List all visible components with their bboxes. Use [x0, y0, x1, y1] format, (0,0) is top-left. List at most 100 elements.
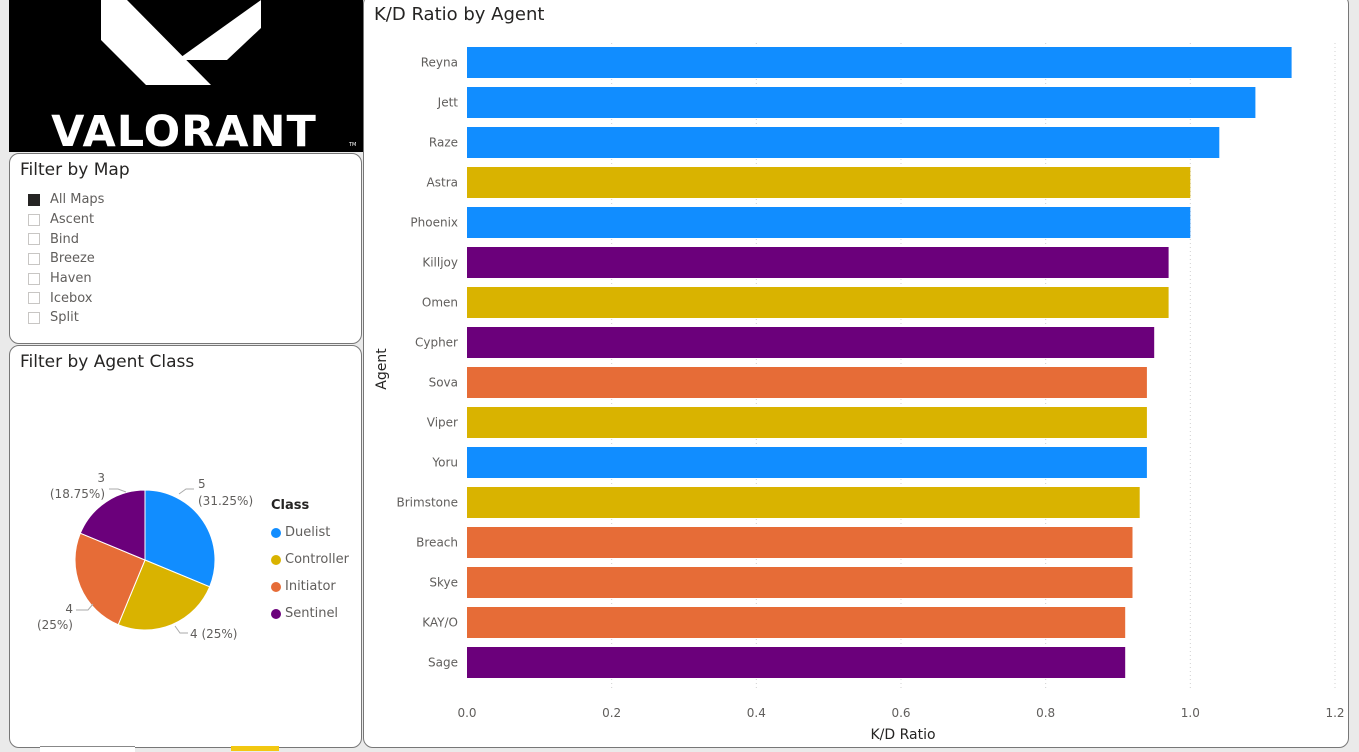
chart-title: K/D Ratio by Agent — [374, 4, 544, 25]
legend-label: Duelist — [285, 525, 331, 540]
map-option-label: All Maps — [50, 192, 105, 208]
map-option-all-maps[interactable]: All Maps — [28, 190, 104, 210]
map-option-label: Bind — [50, 231, 80, 247]
page-tab-active[interactable] — [231, 746, 279, 751]
map-option-checkbox[interactable] — [28, 252, 40, 265]
y-tick-label: Jett — [437, 96, 459, 110]
logo-tm: TM — [348, 142, 356, 148]
map-option-checkbox[interactable] — [28, 213, 40, 226]
legend-label: Initiator — [285, 579, 336, 594]
pie-leader-line — [174, 625, 188, 634]
pie-slice-controller[interactable] — [117, 559, 211, 631]
bar-astra[interactable] — [467, 167, 1191, 198]
legend-item-controller[interactable]: Controller — [271, 546, 349, 573]
map-option-checkbox[interactable] — [28, 233, 40, 246]
bar-reyna[interactable] — [467, 47, 1292, 78]
bar-yoru[interactable] — [467, 447, 1147, 478]
pie-slice-initiator[interactable] — [74, 532, 146, 626]
pie-leader-line — [76, 603, 94, 611]
class-filter-card: Filter by Agent Class 5 (31.25%) 4 (25%) 4 (… — [9, 345, 362, 748]
x-tick-label: 0.2 — [602, 706, 621, 720]
map-option-breeze[interactable]: Breeze — [28, 249, 104, 269]
bar-jett[interactable] — [467, 87, 1256, 118]
legend-item-sentinel[interactable]: Sentinel — [271, 600, 349, 627]
y-tick-label: Reyna — [421, 56, 458, 70]
map-option-ascent[interactable]: Ascent — [28, 210, 104, 230]
bar-brimstone[interactable] — [467, 487, 1140, 518]
bar-killjoy[interactable] — [467, 247, 1169, 278]
legend-label: Controller — [285, 552, 349, 567]
legend-item-duelist[interactable]: Duelist — [271, 519, 349, 546]
valorant-logo-mark: VALORANT TM — [51, 0, 356, 152]
bar-sova[interactable] — [467, 367, 1147, 398]
y-tick-label: Brimstone — [397, 496, 458, 510]
y-tick-label: Skye — [429, 576, 458, 590]
y-tick-label: Phoenix — [410, 216, 458, 230]
pie-slice-sentinel[interactable] — [79, 489, 146, 561]
bar-cypher[interactable] — [467, 327, 1155, 358]
kd-chart-card: K/D Ratio by Agent 0.0 0.2 0.4 0.6 0.8 1.0 1.2 R… — [363, 0, 1349, 748]
map-option-label: Ascent — [50, 212, 95, 228]
y-tick-label: Killjoy — [422, 256, 458, 270]
map-option-split[interactable]: Split — [28, 308, 104, 328]
pie-slice-duelist[interactable] — [144, 489, 216, 588]
y-tick-label: Sage — [428, 656, 458, 670]
map-option-haven[interactable]: Haven — [28, 269, 104, 289]
class-pie-chart[interactable]: 5 (31.25%) 4 (25%) 4 (25%) 3 (18.75%) — [10, 346, 363, 749]
y-tick-label: Raze — [429, 136, 458, 150]
bar-raze[interactable] — [467, 127, 1220, 158]
bar-skye[interactable] — [467, 567, 1133, 598]
y-tick-label: Cypher — [415, 336, 458, 350]
x-tick-label: 0.4 — [747, 706, 766, 720]
class-legend: Class Duelist Controller Initiator Sentinel — [271, 498, 349, 627]
map-option-icebox[interactable]: Icebox — [28, 288, 104, 308]
x-tick-label: 1.2 — [1325, 706, 1344, 720]
legend-swatch — [271, 581, 281, 592]
pie-data-label: 5 — [198, 477, 206, 491]
map-option-checkbox[interactable] — [28, 292, 40, 305]
legend-title: Class — [271, 498, 310, 513]
bar-phoenix[interactable] — [467, 207, 1191, 238]
legend-swatch — [271, 554, 281, 565]
pie-data-label: (31.25%) — [198, 494, 253, 508]
bar-omen[interactable] — [467, 287, 1169, 318]
map-option-label: Breeze — [50, 251, 95, 267]
logo-wordmark: VALORANT — [51, 107, 317, 152]
x-tick-label: 0.0 — [457, 706, 476, 720]
y-tick-label: Breach — [416, 536, 458, 550]
map-option-bind[interactable]: Bind — [28, 229, 104, 249]
y-axis-label: Agent — [374, 348, 390, 390]
kd-bar-chart: K/D Ratio by Agent 0.0 0.2 0.4 0.6 0.8 1.0 1.2 R… — [374, 4, 1345, 743]
pie-data-label: 4 (25%) — [190, 627, 237, 641]
y-tick-label: Sova — [429, 376, 458, 390]
map-option-checkbox[interactable] — [28, 193, 40, 206]
bar-sage[interactable] — [467, 647, 1126, 678]
x-tick-label: 1.0 — [1181, 706, 1200, 720]
map-filter-list: All Maps Ascent Bind Breeze Haven Icebox Split — [28, 190, 104, 328]
valorant-logo: VALORANT TM — [9, 0, 363, 152]
pie-data-label: (25%) — [37, 618, 73, 632]
bar-breach[interactable] — [467, 527, 1133, 558]
legend-swatch — [271, 527, 281, 538]
map-option-label: Icebox — [50, 290, 93, 306]
pie-leader-line — [109, 488, 127, 493]
legend-swatch — [271, 608, 281, 619]
map-option-label: Split — [50, 310, 79, 326]
legend-label: Sentinel — [285, 606, 339, 621]
y-tick-label: Astra — [427, 176, 458, 190]
pie-leader-line — [178, 488, 194, 495]
map-filter-card: Filter by Map All Maps Ascent Bind Breeze Ha… — [9, 153, 362, 344]
x-tick-label: 0.6 — [891, 706, 910, 720]
x-axis-label: K/D Ratio — [870, 727, 935, 743]
bar-kayo[interactable] — [467, 607, 1126, 638]
pie-data-label: (18.75%) — [50, 487, 105, 501]
legend-item-initiator[interactable]: Initiator — [271, 573, 349, 600]
pie-data-label: 3 — [97, 471, 105, 485]
map-filter-title: Filter by Map — [20, 160, 130, 180]
y-tick-label: Viper — [427, 416, 458, 430]
map-option-checkbox[interactable] — [28, 272, 40, 285]
bar-viper[interactable] — [467, 407, 1147, 438]
map-option-checkbox[interactable] — [28, 311, 40, 324]
y-tick-label: KAY/O — [422, 616, 458, 630]
page-tab[interactable] — [40, 746, 135, 752]
